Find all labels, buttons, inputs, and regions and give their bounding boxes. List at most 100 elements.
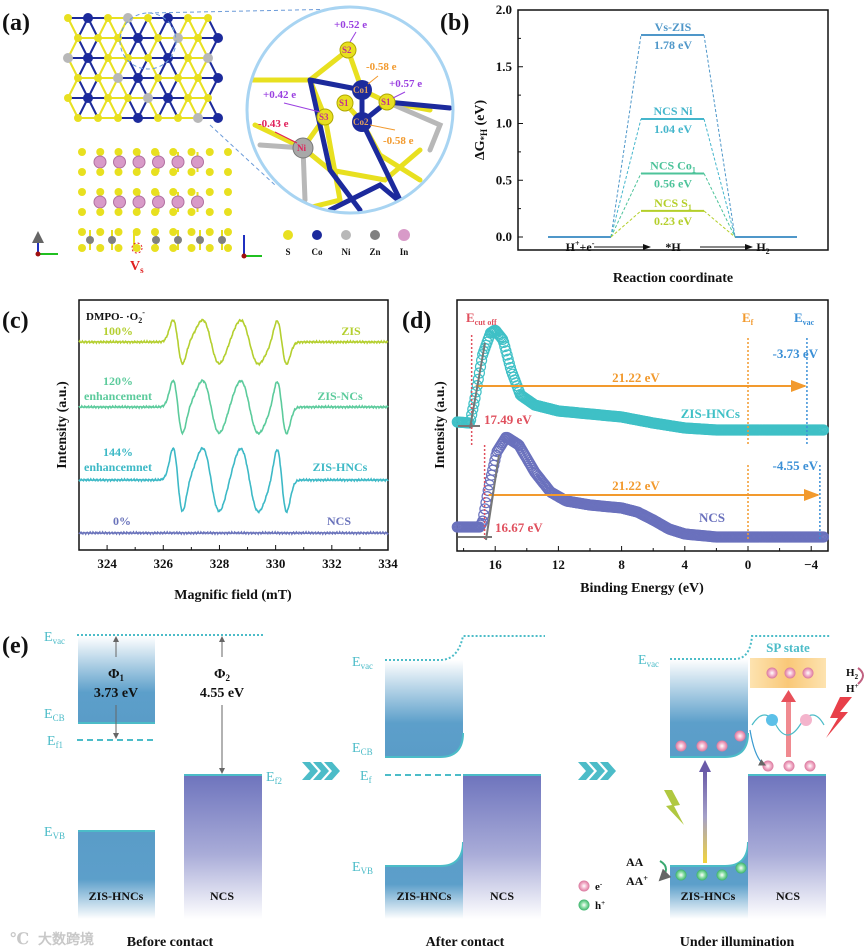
level-value-label: 1.04 eV [654,122,692,136]
x-tick-label: 8 [618,557,625,572]
ecb-bent-line [670,732,749,758]
atom-s [96,208,105,216]
connector-dashed [610,210,642,238]
material-label: ZIS-HNCs [397,889,452,903]
charge-label-ni: -0.43 e [258,118,289,130]
atom-s [154,114,162,122]
material-label: NCS [210,889,234,903]
atom-ni [123,13,133,23]
panel-c: (c) 324 326 328 330 332 334 DMPO- ·O2- 100% Z… [2,299,398,603]
series-name: NCS [699,510,725,525]
ecb-label: ECB [352,741,373,757]
atom-s [187,244,196,252]
plasmon-wave-icon [751,714,825,736]
level-name-text: NCS S [654,196,688,210]
atom-s [187,208,196,216]
legend-atom-in-icon [398,229,410,241]
panel-label-c: (c) [2,308,29,334]
atom-s [132,208,141,216]
y-axis-label: Intensity (a.u.) [433,381,448,469]
atom-co [163,13,173,23]
atom-s [205,244,214,252]
atom-s [114,244,123,252]
ncs-band [184,775,262,919]
atom-s [151,208,159,216]
atom-label: Co1 [353,85,369,95]
series-name: ZIS-HNCs [681,406,740,421]
material-label: NCS [776,889,800,903]
x-axis-label: Magnific field (mT) [174,588,292,603]
data-point [817,531,830,543]
atom-s [184,94,192,102]
chart-c-marks: 324 326 328 330 332 334 [78,318,398,571]
spectrum-ncs [78,530,389,536]
material-label: NCS [490,889,514,903]
atom-s [96,244,105,252]
aa-plus-label: AA+ [626,874,648,888]
ef-label: Ef [360,769,372,785]
watermark-logo-icon: ℃ [10,931,29,948]
atom-s [204,14,212,22]
series-name: ZIS [341,324,361,338]
evac-line [385,635,545,661]
spectrum-zis [78,318,389,367]
y-axis-label: ΔG*H (eV) [473,99,489,160]
atom-co2 [352,112,372,132]
material-label: ZIS-HNCs [681,889,736,903]
atom-s [96,168,105,176]
atom-zn [218,236,226,244]
series-percent: 0% [113,514,131,528]
panel-b: (b) 0.0 0.5 1.0 1.5 2.0 Vs-ZIS 1.78 eV NCS Ni 1.… [440,2,829,286]
atom-s [78,188,86,196]
atom-s [144,14,152,22]
atom-in [152,195,165,209]
atom-in [191,155,204,169]
x-tick-label: 328 [210,556,230,571]
atom-s [194,34,202,42]
h2-label: H2 [846,667,859,681]
legend-atom-label: In [400,247,409,257]
charge-label-s1: +0.57 e [389,78,422,90]
panel-label-b: (b) [440,10,469,36]
data-point [499,341,511,353]
cutoff-value: 16.67 eV [495,520,543,535]
atom-s [114,228,123,236]
atom-in [152,155,165,169]
connector-dashed [610,34,642,238]
plot-frame [78,299,389,551]
atom-co [133,113,143,123]
electron-legend-label: e- [595,880,603,893]
atom-s [224,168,232,176]
atom-s [104,94,112,102]
light-bolt-icon [826,697,852,738]
evac-label: Evac [638,653,659,669]
atom-label: Ni [297,143,306,153]
atom-label: S1 [381,97,391,107]
ef1-label: Ef1 [47,734,63,750]
y-tick-label: 2.0 [496,2,512,17]
atom-s [184,14,192,22]
level-name: NCS Ni [653,104,693,118]
charge-label-co1: -0.58 e [366,61,397,73]
chevron-arrows-icon [578,762,616,780]
y-tick-label: 0.5 [496,172,513,187]
connector-dashed [703,210,736,238]
x-step-intermediate: *H [665,240,681,254]
level-name-text: NCS Co [650,158,692,172]
data-point [501,349,513,361]
atom-s [174,114,182,122]
atom-s [151,148,159,156]
axis-triad-icon [241,235,262,259]
hplus-label: H+ [846,682,859,695]
atom-s [96,228,105,236]
axis-triad-icon [32,231,58,257]
ecb-label: ECB [44,707,65,723]
under-illumination-diagram: Evac SP state H2 H+ A [578,635,864,950]
data-point [500,345,512,357]
evac-label: Evac [352,655,373,671]
atom-s3 [316,108,334,126]
x-tick-label: 330 [266,556,286,571]
panel-d: (d) 16 12 8 4 0 −4 Ecut off Ef Evac -3.73 eV … [402,299,830,596]
connector-dashed [703,118,736,238]
legend-atom-label: S [285,247,290,257]
